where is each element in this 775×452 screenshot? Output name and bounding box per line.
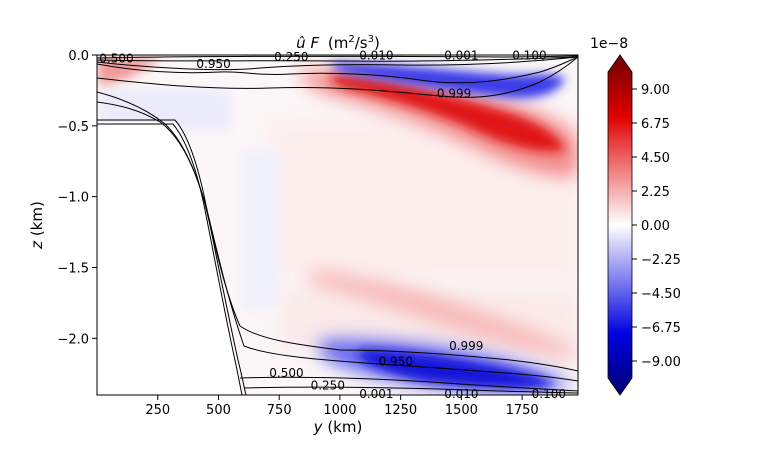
x-tick-label: 750: [267, 403, 292, 418]
title-unit-mid: /s: [355, 34, 368, 52]
contour-label: 0.950: [196, 57, 230, 71]
contour-lines: [97, 55, 578, 395]
colorbar-tick-label: 4.50: [641, 151, 670, 166]
contour-line-top-1: [97, 55, 578, 59]
field-upper-blue-core: [330, 62, 565, 99]
contour-label: 0.001: [359, 387, 393, 401]
x-tick-label: 1500: [445, 403, 478, 418]
heatmap-fields: [97, 58, 578, 395]
contour-labels: 0.500 0.950 0.250 0.010 0.001 0.100 0.999 0.999…: [99, 48, 566, 401]
y-tick-label: −0.5: [57, 120, 89, 135]
colorbar: 1e−8 9.00 6.75 4.50 2.25 0.00 −2.25 −4.50 −6.75…: [590, 36, 681, 396]
contour-line-top-2: [97, 56, 578, 62]
contour-line-0950-upper: [97, 56, 578, 84]
contour-line-0250-lower: [243, 386, 578, 394]
title-unit-close: ): [374, 34, 380, 52]
colorbar-tick-label: −4.50: [641, 287, 681, 302]
colorbar-tick-label: 9.00: [641, 83, 670, 98]
contour-label: 0.500: [269, 366, 303, 380]
colorbar-tick-label: 2.25: [641, 185, 670, 200]
chart-title: û F (m2/s3): [296, 34, 380, 52]
title-unit-sup1: 2: [348, 34, 354, 45]
plot-frame: [96, 54, 579, 396]
field-faint-blue-slope: [240, 150, 280, 310]
colorbar-bar: [607, 54, 633, 396]
contour-line-0500-lower: [239, 376, 578, 392]
title-unit-open: (m: [328, 34, 348, 52]
colorbar-tick-label: −2.25: [641, 253, 681, 268]
colorbar-tick-label: −9.00: [641, 355, 681, 370]
contour-label: 0.010: [444, 387, 478, 401]
field-upper-red-core: [330, 75, 565, 152]
x-tick-label: 250: [145, 403, 170, 418]
contour-label: 0.500: [99, 51, 133, 65]
contour-line-slope-1: [97, 119, 247, 395]
y-axis: 0.0 −0.5 −1.0 −1.5 −2.0: [57, 49, 97, 347]
contour-label: 0.950: [379, 354, 413, 368]
contour-label: 0.250: [274, 50, 308, 64]
contour-line-0950-lower: [97, 91, 578, 382]
x-axis: 250 500 750 1000 1250 1500 1750: [145, 395, 539, 418]
contour-label: 0.250: [311, 379, 345, 393]
y-tick-label: −1.0: [57, 191, 89, 206]
colorbar-tick-label: −6.75: [641, 321, 681, 336]
colorbar-tick-label: 0.00: [641, 219, 670, 234]
contour-line-0999-lower: [97, 101, 578, 372]
x-axis-label: y (km): [313, 418, 363, 436]
title-unit-sup2: 3: [368, 34, 374, 45]
colorbar-ticks: 9.00 6.75 4.50 2.25 0.00 −2.25 −4.50 −6.75 −9.00: [632, 83, 681, 370]
field-shelf-red: [98, 58, 160, 84]
contour-label: 0.999: [437, 87, 471, 101]
contour-line-top-3: [97, 56, 578, 71]
topography-mask: [97, 122, 242, 395]
heatmap-plot-area: 0.500 0.950 0.250 0.010 0.001 0.100 0.999 0.999…: [96, 48, 579, 401]
field-bottom-red-band: [310, 270, 575, 360]
y-tick-label: −1.5: [57, 262, 89, 277]
colorbar-scale-label: 1e−8: [590, 36, 628, 52]
y-tick-label: −2.0: [57, 332, 89, 347]
x-tick-label: 500: [206, 403, 231, 418]
contour-label: 0.100: [532, 387, 566, 401]
y-axis-label: z (km): [28, 201, 46, 250]
x-tick-label: 1750: [506, 403, 539, 418]
contour-line-0999-upper: [97, 56, 578, 98]
x-tick-label: 1000: [323, 403, 356, 418]
x-tick-label: 1250: [384, 403, 417, 418]
field-upper-red-outer: [300, 70, 578, 177]
colorbar-tick-label: 6.75: [641, 117, 670, 132]
y-tick-label: 0.0: [68, 49, 89, 64]
contour-label: 0.999: [449, 339, 483, 353]
contour-line-slope-2: [97, 123, 243, 395]
title-variable: û F: [296, 34, 319, 52]
